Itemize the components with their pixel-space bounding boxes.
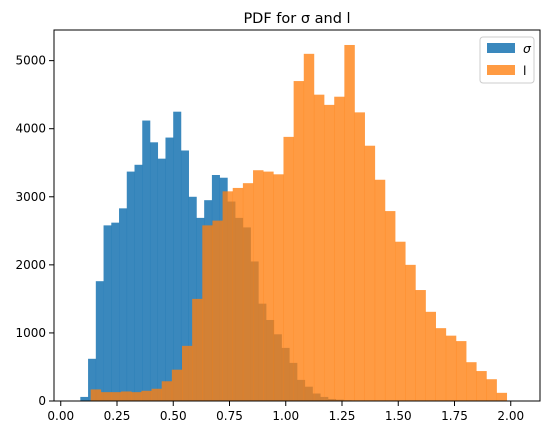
- y-tick-label: 5000: [15, 54, 46, 68]
- sigma-bar: [165, 137, 174, 401]
- l-bar: [141, 390, 152, 401]
- l-bar: [232, 187, 244, 401]
- l-bar: [405, 264, 416, 401]
- sigma-bar: [126, 171, 135, 401]
- l-bar: [171, 369, 183, 401]
- x-tick-label: 1.75: [441, 409, 468, 423]
- l-bar: [384, 211, 396, 401]
- x-tick-label: 0.00: [47, 409, 74, 423]
- l-bar: [334, 96, 345, 402]
- l-bar: [354, 112, 365, 402]
- l-bar: [110, 392, 122, 401]
- sigma-bar: [157, 158, 166, 401]
- l-bar: [395, 241, 406, 401]
- y-axis: 0 1000 2000 3000 4000 5000: [15, 54, 54, 408]
- l-bar: [374, 179, 386, 401]
- l-bar: [202, 225, 213, 401]
- l-bar: [151, 388, 163, 401]
- legend: σ l: [479, 36, 535, 84]
- l-bar: [161, 381, 173, 401]
- x-axis: 0.00 0.25 0.50 0.75 1.00 1.25 1.50 1.75 2.00: [47, 401, 524, 423]
- x-tick-label: 1.00: [272, 409, 299, 423]
- sigma-bar: [88, 358, 97, 401]
- sigma-bar: [111, 222, 120, 401]
- l-bar: [435, 328, 447, 401]
- y-tick-label: 0: [38, 394, 46, 408]
- legend-label-sigma: σ: [523, 41, 532, 56]
- l-bar: [313, 94, 325, 402]
- sigma-bar: [80, 396, 89, 401]
- l-bar: [344, 44, 355, 401]
- l-bar: [476, 371, 487, 401]
- chart-title: PDF for σ and l: [243, 11, 350, 27]
- l-bar: [121, 391, 132, 401]
- l-bar: [242, 183, 254, 401]
- sigma-bar: [149, 142, 159, 401]
- sigma-bar: [142, 120, 151, 401]
- l-bar: [415, 290, 426, 401]
- l-bar: [466, 362, 477, 401]
- l-bar: [263, 171, 274, 401]
- l-bar: [486, 379, 497, 401]
- l-bar: [425, 311, 436, 401]
- legend-swatch-sigma: [487, 43, 515, 53]
- x-tick-label: 1.25: [329, 409, 356, 423]
- plot-frame: [53, 29, 541, 402]
- l-bar: [100, 392, 112, 401]
- y-tick-label: 3000: [15, 190, 46, 204]
- sigma-bar: [119, 208, 128, 401]
- y-tick-label: 1000: [15, 326, 46, 340]
- l-bar: [90, 389, 102, 401]
- sigma-bar: [134, 164, 143, 401]
- l-bar: [212, 220, 223, 401]
- l-bar: [273, 174, 284, 401]
- l-bar: [293, 81, 305, 401]
- l-bar: [364, 145, 376, 401]
- sigma-bar: [173, 111, 182, 401]
- l-bar: [445, 335, 457, 401]
- l-bars: [90, 44, 508, 402]
- legend-swatch-l: [487, 65, 515, 75]
- x-tick-label: 2.00: [497, 409, 524, 423]
- x-tick-label: 0.50: [160, 409, 187, 423]
- sigma-bar: [180, 150, 189, 401]
- l-bar: [222, 191, 234, 401]
- y-tick-label: 4000: [15, 122, 46, 136]
- l-bar: [131, 392, 142, 401]
- l-bar: [182, 345, 193, 401]
- y-tick-label: 2000: [15, 258, 46, 272]
- x-tick-label: 0.75: [216, 409, 243, 423]
- l-bar: [303, 53, 315, 401]
- legend-label-l: l: [523, 63, 526, 78]
- l-bar: [283, 136, 294, 401]
- l-bar: [455, 341, 467, 401]
- x-tick-label: 1.50: [385, 409, 412, 423]
- sigma-bar: [95, 281, 104, 401]
- l-bar: [496, 392, 508, 401]
- l-bar: [324, 104, 335, 401]
- x-tick-label: 0.25: [104, 409, 131, 423]
- l-bar: [253, 170, 264, 401]
- l-bar: [192, 298, 203, 401]
- sigma-bar: [103, 225, 112, 401]
